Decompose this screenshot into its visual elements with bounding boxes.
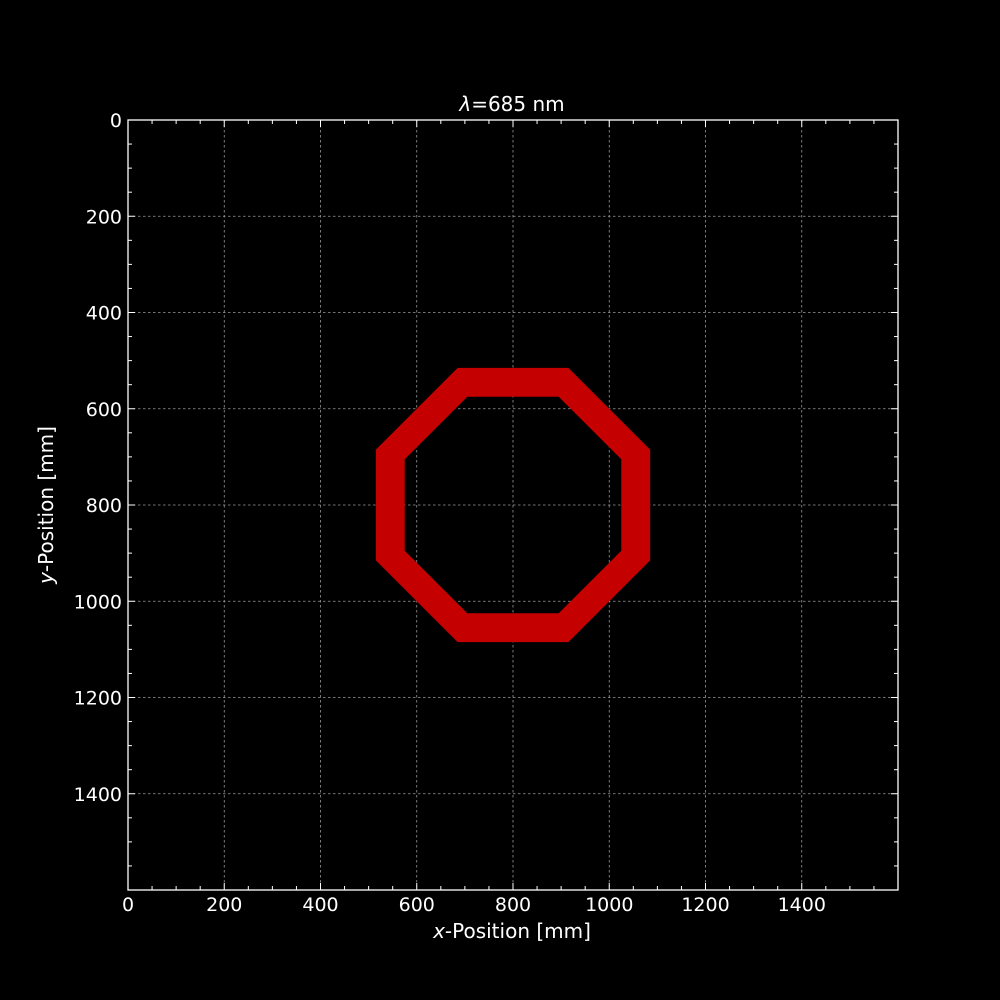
- x-tick-label: 1000: [585, 894, 633, 916]
- chart-title: λ=685 nm: [458, 92, 564, 116]
- y-axis-label-var: y: [34, 571, 58, 585]
- axis-ticks: [127, 119, 899, 891]
- x-tick-label: 1200: [681, 894, 729, 916]
- y-tick-label: 600: [86, 399, 122, 421]
- y-tick-label: 400: [86, 303, 122, 325]
- y-tick-label: 800: [86, 495, 122, 517]
- tick-labels: 0 200 400 600 800 1000 1200 1400 0 200 400 600 800 10…: [74, 110, 826, 916]
- y-tick-label: 1400: [74, 784, 122, 806]
- x-tick-label: 800: [495, 894, 531, 916]
- x-tick-label: 600: [399, 894, 435, 916]
- title-rest: =685 nm: [471, 92, 564, 116]
- x-axis-label: x-Position [mm]: [432, 919, 591, 943]
- x-tick-label: 0: [122, 894, 134, 916]
- title-symbol: λ: [458, 92, 471, 116]
- y-tick-label: 200: [86, 206, 122, 228]
- y-tick-label: 0: [110, 110, 122, 132]
- x-tick-label: 200: [206, 894, 242, 916]
- x-axis-label-rest: -Position [mm]: [445, 919, 591, 943]
- y-tick-label: 1200: [74, 688, 122, 710]
- y-axis-label-rest: -Position [mm]: [34, 426, 58, 572]
- y-axis-label: y-Position [mm]: [34, 426, 58, 585]
- y-tick-label: 1000: [74, 591, 122, 613]
- x-tick-label: 400: [302, 894, 338, 916]
- x-tick-label: 1400: [778, 894, 826, 916]
- x-axis-label-var: x: [432, 919, 445, 943]
